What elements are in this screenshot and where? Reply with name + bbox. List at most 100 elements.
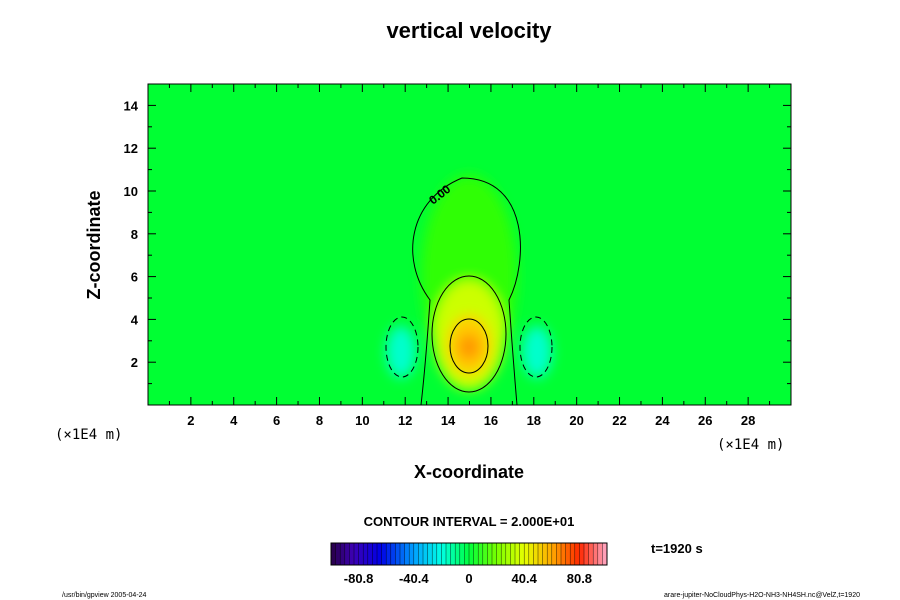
colorbar-band <box>556 543 562 565</box>
colorbar-band <box>423 543 429 565</box>
colorbar-band <box>413 543 419 565</box>
colorbar-band <box>381 543 387 565</box>
colorbar-band <box>538 543 544 565</box>
colorbar-band <box>570 543 576 565</box>
contour-zero <box>412 177 521 405</box>
colorbar-band <box>565 543 571 565</box>
colorbar-band <box>510 543 516 565</box>
colorbar-band <box>588 543 594 565</box>
colorbar-band <box>432 543 438 565</box>
colorbar-band <box>496 543 502 565</box>
x-tick-label: 16 <box>484 413 498 428</box>
colorbar-band <box>349 543 355 565</box>
colorbar-band <box>340 543 346 565</box>
colorbar-band <box>561 543 567 565</box>
colorbar-band <box>469 543 475 565</box>
colorbar-tick-label: -80.8 <box>344 571 374 586</box>
colorbar-band <box>400 543 406 565</box>
footer-left: /usr/bin/gpview 2005-04-24 <box>62 592 147 599</box>
colorbar-band <box>547 543 553 565</box>
x-tick-label: 24 <box>655 413 670 428</box>
colorbar-band <box>331 543 337 565</box>
x-tick-label: 26 <box>698 413 712 428</box>
x-tick-label: 10 <box>355 413 369 428</box>
colorbar-band <box>464 543 470 565</box>
colorbar-band <box>597 543 603 565</box>
colorbar-tick-label: 0 <box>465 571 472 586</box>
x-tick-label: 14 <box>441 413 456 428</box>
chart-title: vertical velocity <box>386 18 552 43</box>
colorbar-band <box>492 543 498 565</box>
left-downdraft-shading <box>386 326 416 378</box>
contour-neg20-right <box>519 316 553 378</box>
colorbar-band <box>501 543 507 565</box>
colorbar-band <box>533 543 539 565</box>
x-axis-units: (×1E4 m) <box>717 437 784 453</box>
contour-20 <box>431 275 507 393</box>
colorbar-band <box>478 543 484 565</box>
colorbar-band <box>358 543 364 565</box>
x-tick-label: 18 <box>527 413 541 428</box>
colorbar-band <box>551 543 557 565</box>
colorbar-band <box>446 543 452 565</box>
updraft-shading-core <box>458 334 480 360</box>
y-tick-label: 4 <box>131 312 139 327</box>
y-tick-label: 6 <box>131 270 138 285</box>
colorbar-band <box>505 543 511 565</box>
x-tick-label: 6 <box>273 413 280 428</box>
colorbar-ticks: -80.8 -40.4 0 40.4 80.8 <box>344 571 592 586</box>
colorbar-band <box>450 543 456 565</box>
contour-neg20-left <box>385 316 419 378</box>
y-ticks: 2 4 6 8 10 12 14 <box>124 98 791 385</box>
colorbar <box>330 543 608 565</box>
colorbar-band <box>354 543 360 565</box>
colorbar-band <box>459 543 465 565</box>
colorbar-band <box>515 543 521 565</box>
y-tick-label: 10 <box>124 184 138 199</box>
x-axis-title: X-coordinate <box>414 462 524 482</box>
colorbar-band <box>528 543 534 565</box>
y-axis-title: Z-coordinate <box>84 190 104 299</box>
colorbar-band <box>487 543 493 565</box>
colorbar-band <box>584 543 590 565</box>
colorbar-band <box>404 543 410 565</box>
colorbar-frame <box>330 542 608 566</box>
footer-right: arare-jupiter-NoCloudPhys-H2O-NH3-NH4SH.… <box>664 592 860 599</box>
colorbar-tick-label: 80.8 <box>567 571 592 586</box>
colorbar-band <box>367 543 373 565</box>
colorbar-band <box>390 543 396 565</box>
colorbar-band <box>386 543 392 565</box>
colorbar-band <box>377 543 383 565</box>
colorbar-band <box>519 543 525 565</box>
field-shading <box>386 175 552 390</box>
x-tick-label: 2 <box>187 413 194 428</box>
colorbar-band <box>473 543 479 565</box>
right-downdraft-shading <box>522 326 552 378</box>
contour-40 <box>449 318 489 374</box>
colorbar-tick-label: 40.4 <box>512 571 538 586</box>
contour-lines <box>385 177 553 405</box>
colorbar-band <box>427 543 433 565</box>
y-tick-label: 8 <box>131 227 138 242</box>
colorbar-band <box>441 543 447 565</box>
x-tick-label: 22 <box>612 413 626 428</box>
colorbar-band <box>395 543 401 565</box>
colorbar-band <box>363 543 369 565</box>
colorbar-band <box>436 543 442 565</box>
colorbar-band <box>335 543 341 565</box>
colorbar-band <box>372 543 378 565</box>
colorbar-band <box>344 543 350 565</box>
colorbar-band <box>409 543 415 565</box>
x-tick-label: 28 <box>741 413 755 428</box>
y-axis-units: (×1E4 m) <box>55 427 122 443</box>
contour-interval: CONTOUR INTERVAL = 2.000E+01 <box>364 514 575 529</box>
colorbar-band <box>482 543 488 565</box>
x-ticks: 2 4 6 8 10 12 14 16 18 20 22 24 26 28 <box>168 84 771 428</box>
x-tick-label: 4 <box>230 413 238 428</box>
colorbar-band <box>574 543 580 565</box>
y-tick-label: 2 <box>131 355 138 370</box>
x-tick-label: 8 <box>316 413 323 428</box>
colorbar-band <box>542 543 548 565</box>
